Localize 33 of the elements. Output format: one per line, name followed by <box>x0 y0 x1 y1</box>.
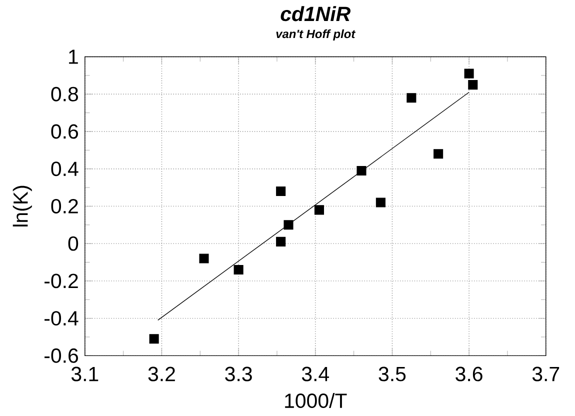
y-tick-label: 0.8 <box>51 86 78 102</box>
point <box>468 80 478 90</box>
x-tick-label: 3.2 <box>148 366 175 382</box>
x-tick-label: 3.4 <box>302 366 330 382</box>
y-tick-label: 0 <box>68 236 78 251</box>
x-tick-label: 3.1 <box>71 366 98 382</box>
point <box>276 186 286 196</box>
y-tick-label: 1 <box>69 50 78 64</box>
point <box>234 265 244 275</box>
y-tick-label: -0.6 <box>44 348 78 363</box>
y-tick-label: 0.4 <box>51 162 78 176</box>
point <box>199 254 209 264</box>
chart-subtitle: van't Hoff plot <box>276 29 356 41</box>
y-axis-title: ln(K) <box>12 186 32 227</box>
y-tick-label: 0.6 <box>51 124 78 139</box>
point <box>464 68 474 78</box>
point <box>276 237 286 247</box>
x-tick-label: 3.5 <box>378 366 406 382</box>
x-tick-label: 3.3 <box>225 366 252 382</box>
x-tick-label: 3.7 <box>532 366 560 382</box>
point <box>284 220 294 230</box>
y-tick-label: 0.2 <box>51 199 78 214</box>
x-axis-title: 1000/T <box>285 393 347 408</box>
point <box>314 205 324 215</box>
point <box>356 166 366 176</box>
point <box>406 93 416 103</box>
point <box>149 334 159 344</box>
point <box>376 198 386 208</box>
point <box>434 149 444 159</box>
y-tick-label: -0.4 <box>44 311 78 326</box>
y-tick-label: -0.2 <box>44 274 78 288</box>
chart-title: cd1NiR <box>280 6 350 22</box>
x-tick-label: 3.6 <box>456 366 482 382</box>
